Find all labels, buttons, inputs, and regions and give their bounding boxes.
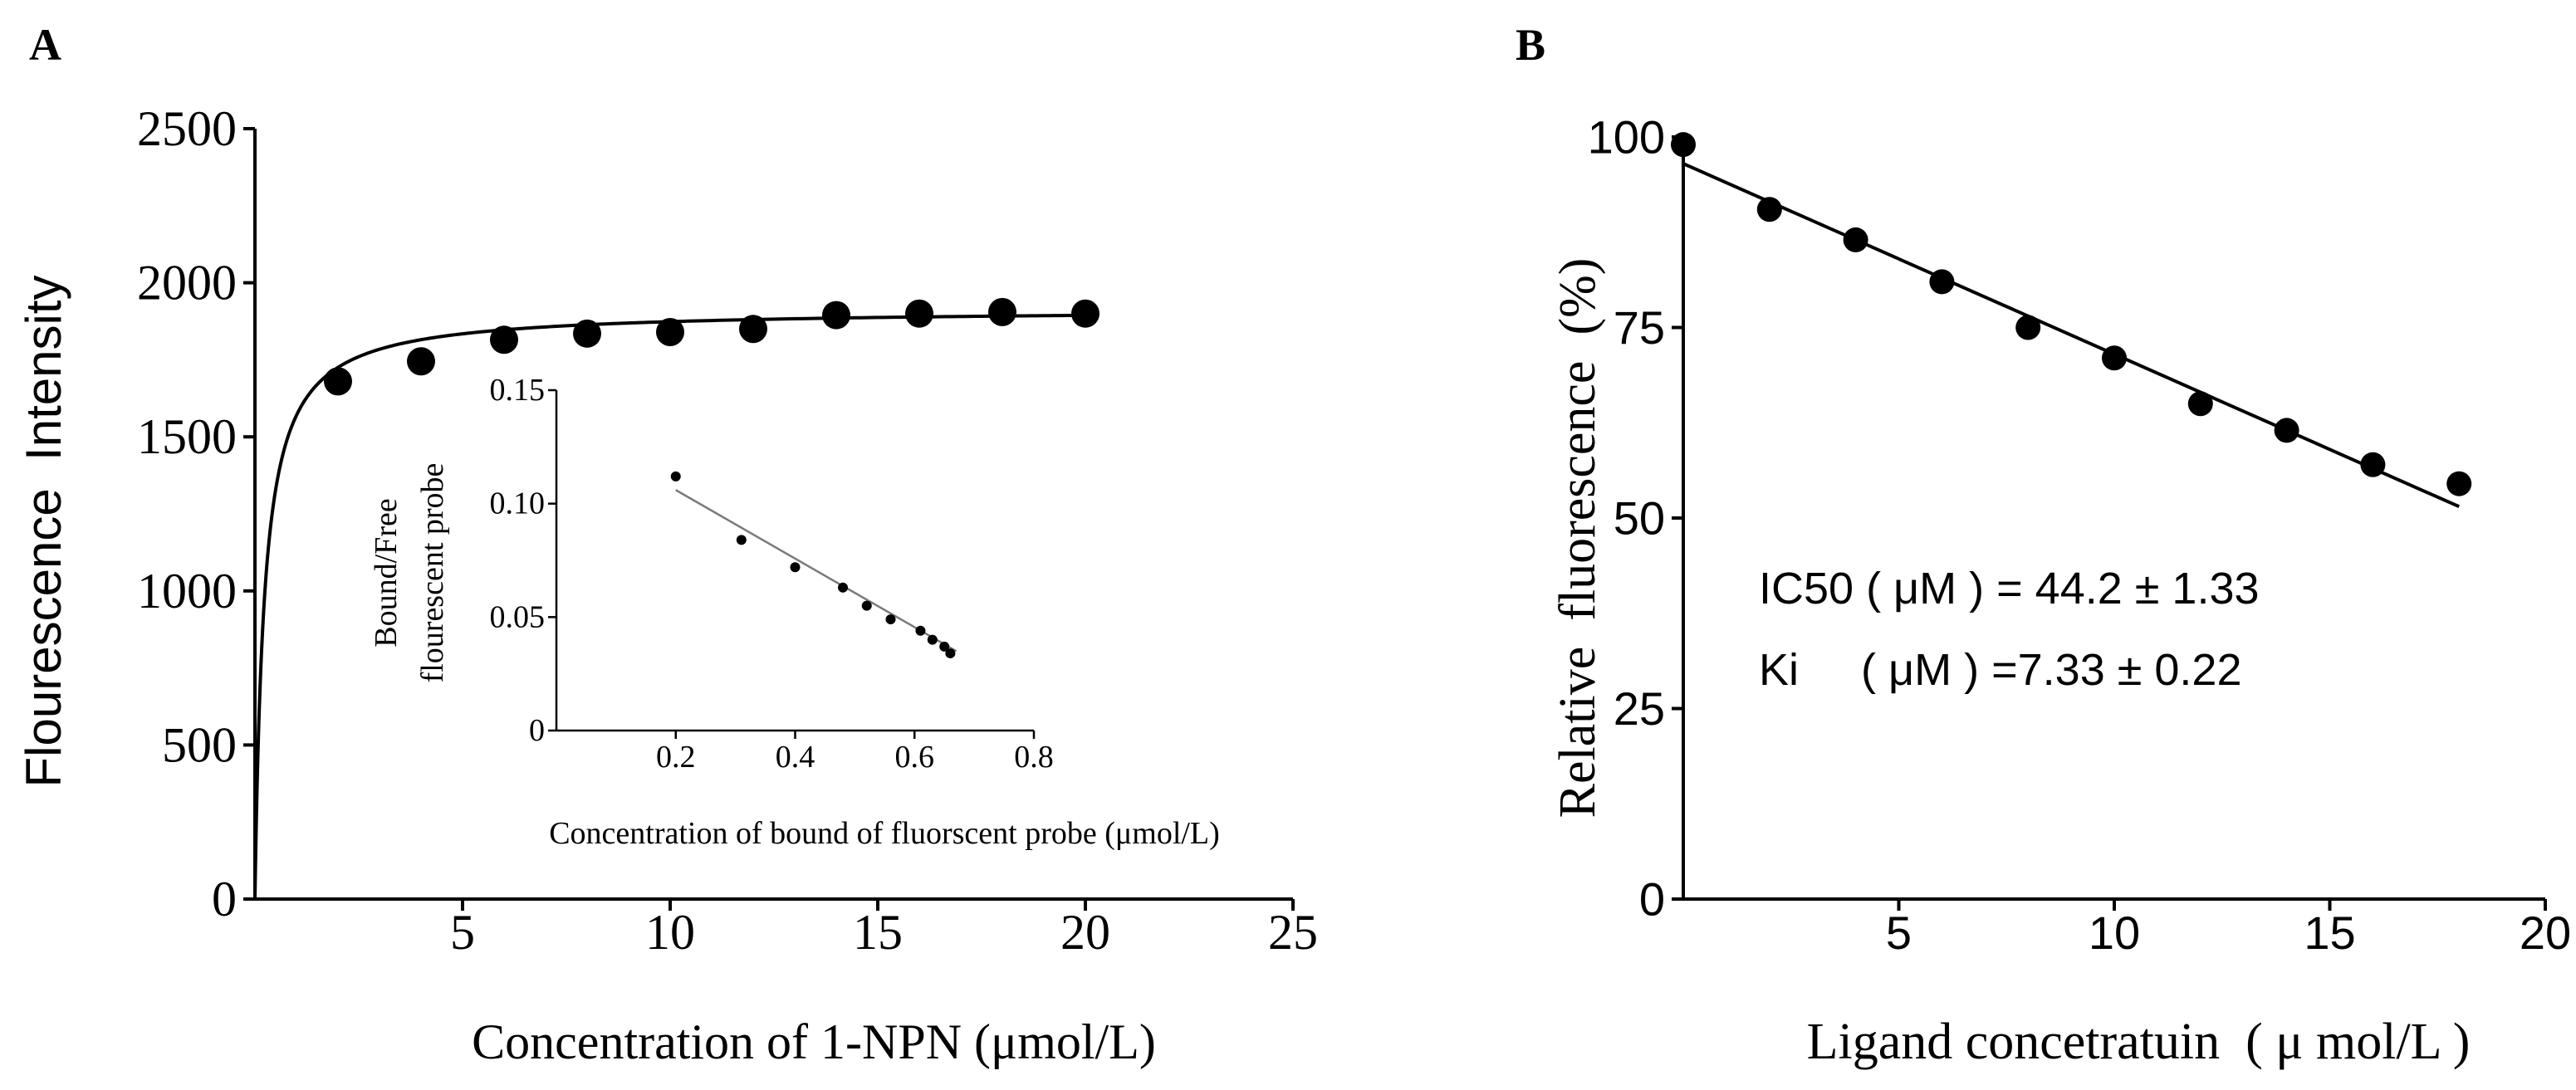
inset-data-point bbox=[945, 648, 956, 659]
inset-ticks: 0 0.05 0.10 0.15 0.2 0.4 0.6 0.8 bbox=[490, 373, 1054, 775]
b-data-point bbox=[2187, 391, 2213, 417]
panel-a-ticks: 0 500 1000 1500 2000 2500 5 10 15 20 25 bbox=[137, 101, 1318, 960]
inset-y-label-line1: Bound/Free bbox=[369, 498, 404, 647]
panel-a-axes bbox=[253, 129, 1293, 901]
a-y-tick-label: 1500 bbox=[137, 409, 237, 464]
b-data-point bbox=[2360, 452, 2386, 477]
a-y-tick-label: 500 bbox=[162, 717, 237, 772]
a-x-tick-label: 5 bbox=[450, 905, 475, 960]
inset-y-label-line2: flourescent probe bbox=[415, 463, 450, 683]
b-fit-line bbox=[1682, 162, 2461, 509]
panel-b-points bbox=[1671, 132, 2472, 496]
inset-data-point bbox=[838, 582, 848, 593]
b-data-point bbox=[2102, 345, 2127, 371]
a-data-point bbox=[905, 299, 933, 328]
inset-axes bbox=[555, 390, 1034, 732]
a-data-point bbox=[407, 347, 435, 376]
annotation-ic50: IC50 ( μM ) = 44.2 ± 1.33 bbox=[1759, 564, 2260, 613]
b-data-point bbox=[1756, 197, 1782, 222]
inset-x-tick-label: 0.6 bbox=[895, 740, 935, 775]
annotation-ki: Ki ( μM ) =7.33 ± 0.22 bbox=[1759, 645, 2241, 695]
b-data-point bbox=[2446, 471, 2472, 496]
b-x-tick-label: 20 bbox=[2520, 907, 2571, 959]
inset-data-point bbox=[885, 614, 896, 625]
inset-fit bbox=[675, 489, 957, 653]
b-x-tick-label: 10 bbox=[2089, 907, 2140, 959]
b-y-tick-label: 25 bbox=[1614, 682, 1665, 735]
panel-a-x-label: Concentration of 1-NPN (μmol/L) bbox=[472, 1014, 1156, 1069]
b-data-point bbox=[1671, 132, 1696, 158]
inset-x-tick-label: 0.2 bbox=[656, 740, 696, 775]
panel-a-inset: 0 0.05 0.10 0.15 0.2 0.4 0.6 0.8 Bound/Free flo… bbox=[369, 373, 1220, 851]
inset-y-tick-label: 0.15 bbox=[490, 373, 546, 408]
inset-x-tick-label: 0.4 bbox=[776, 740, 815, 775]
inset-data-point bbox=[861, 600, 872, 611]
panel-a: A Flourescence Intensity Concentration o… bbox=[16, 20, 1318, 1069]
a-data-point bbox=[573, 319, 601, 348]
b-x-tick-label: 5 bbox=[1886, 907, 1912, 959]
panel-b-label: B bbox=[1516, 20, 1545, 70]
a-x-tick-label: 20 bbox=[1060, 905, 1110, 960]
a-data-point bbox=[822, 301, 850, 330]
panel-b-y-label: Relative fluorescence (%) bbox=[1550, 258, 1606, 819]
a-data-point bbox=[1071, 299, 1099, 328]
a-data-point bbox=[656, 317, 684, 346]
b-y-tick-label: 100 bbox=[1588, 111, 1665, 164]
panel-b-fit bbox=[1682, 162, 2461, 509]
b-x-tick-label: 15 bbox=[2304, 907, 2355, 959]
b-data-point bbox=[2015, 315, 2041, 340]
inset-data-point bbox=[790, 562, 801, 573]
panel-b: B Relative fluorescence (%) Ligand conce… bbox=[1516, 20, 2571, 1070]
panel-a-points bbox=[324, 297, 1099, 396]
a-y-tick-label: 2500 bbox=[137, 101, 237, 156]
inset-y-tick-label: 0.10 bbox=[490, 486, 546, 521]
a-y-tick-label: 1000 bbox=[137, 564, 237, 618]
a-x-tick-label: 10 bbox=[645, 905, 695, 960]
inset-y-tick-label: 0.05 bbox=[490, 599, 546, 634]
inset-data-point bbox=[927, 634, 938, 645]
panel-a-label: A bbox=[29, 20, 61, 70]
inset-points bbox=[670, 471, 956, 659]
b-y-tick-label: 0 bbox=[1639, 873, 1665, 926]
inset-x-tick-label: 0.8 bbox=[1014, 740, 1054, 775]
inset-x-label: Concentration of bound of fluorscent pro… bbox=[549, 816, 1220, 851]
inset-data-point bbox=[670, 471, 681, 481]
a-y-tick-label: 2000 bbox=[137, 256, 237, 310]
a-x-tick-label: 25 bbox=[1268, 905, 1318, 960]
b-y-tick-label: 75 bbox=[1614, 301, 1665, 354]
inset-data-point bbox=[915, 625, 926, 636]
a-y-tick-label: 0 bbox=[212, 872, 237, 926]
inset-data-point bbox=[939, 641, 950, 652]
a-x-tick-label: 15 bbox=[853, 905, 903, 960]
b-data-point bbox=[2274, 418, 2299, 443]
a-data-point bbox=[739, 315, 767, 344]
a-data-point bbox=[490, 325, 518, 354]
panel-b-ticks: 0 25 50 75 100 5 10 15 20 bbox=[1588, 111, 2572, 960]
inset-data-point bbox=[736, 535, 747, 545]
a-data-point bbox=[324, 367, 352, 396]
inset-y-tick-label: 0 bbox=[529, 713, 545, 748]
panel-b-axes bbox=[1682, 137, 2545, 901]
b-data-point bbox=[1929, 269, 1955, 295]
panel-a-y-label: Flourescence Intensity bbox=[16, 276, 71, 788]
b-data-point bbox=[1843, 227, 1868, 252]
panel-b-x-label: Ligand concetratuin ( μ mol/L ) bbox=[1807, 1014, 2471, 1070]
inset-fit-line bbox=[675, 489, 957, 653]
b-y-tick-label: 50 bbox=[1614, 492, 1665, 545]
a-data-point bbox=[988, 297, 1016, 326]
